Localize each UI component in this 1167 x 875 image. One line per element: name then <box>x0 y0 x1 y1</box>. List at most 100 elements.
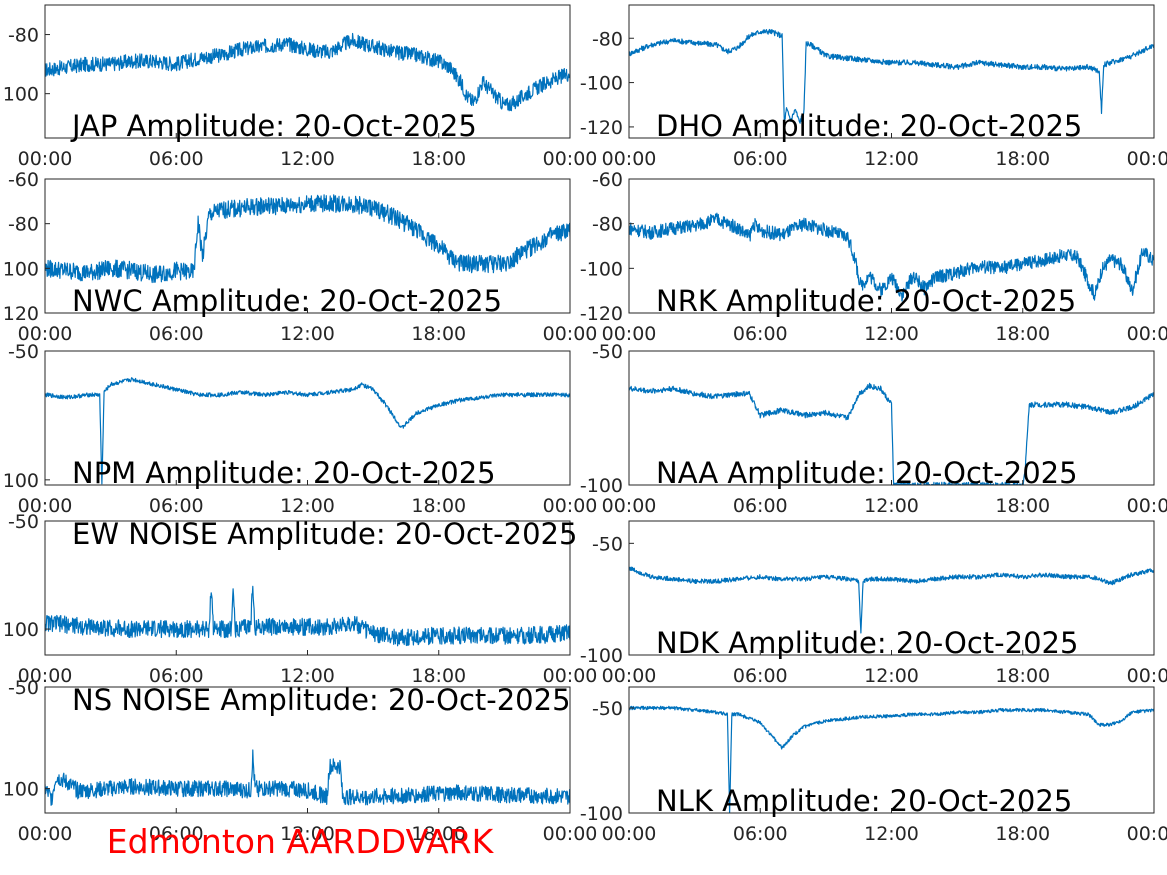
y-tick-label: -100 <box>580 258 623 280</box>
y-tick-label: -120 <box>580 303 623 325</box>
panel-title: NWC Amplitude: 20-Oct-2025 <box>72 284 502 318</box>
plot-frame <box>44 4 571 139</box>
plot-frame <box>628 686 1155 814</box>
y-tick-label: 100 <box>3 258 39 280</box>
panel-7: 00:00 06:00 12:00 18:00 00:00 -50 -100 NDK Ampl… <box>580 520 1167 687</box>
y-tick-label: 100 <box>3 779 39 801</box>
panel-0: 00:00 06:00 12:00 18:00 00:00 -80 100 JAP Ampli… <box>3 4 598 170</box>
series-line <box>45 585 570 647</box>
y-tick-label: 100 <box>3 470 39 492</box>
x-tick-label: 06:00 <box>149 148 204 170</box>
x-tick-label: 06:00 <box>149 823 204 845</box>
panel-title: EW NOISE Amplitude: 20-Oct-2025 <box>72 517 577 551</box>
x-tick-label: 06:00 <box>149 495 204 517</box>
x-tick-label: 06:00 <box>733 323 788 345</box>
y-tick-label: -100 <box>580 803 623 825</box>
x-tick-label: 00:00 <box>1127 665 1167 687</box>
x-tick-label: 00:00 <box>543 148 598 170</box>
x-tick-label: 00:00 <box>602 823 657 845</box>
panel-4: 00:00 06:00 12:00 18:00 00:00 -50 100 NPM Ampli… <box>3 341 598 517</box>
x-tick-label: 12:00 <box>280 148 335 170</box>
series-line <box>45 32 570 112</box>
x-tick-label: 00:00 <box>1127 823 1167 845</box>
x-tick-label: 06:00 <box>733 148 788 170</box>
x-tick-label: 00:00 <box>1127 495 1167 517</box>
x-tick-label: 00:00 <box>602 148 657 170</box>
y-tick-label: -50 <box>8 511 39 533</box>
y-tick-label: -80 <box>8 25 39 47</box>
panel-9: 00:00 06:00 12:00 18:00 00:00 -50 -100 NLK Ampl… <box>580 686 1167 845</box>
series-line <box>629 566 1154 634</box>
plot-frame <box>628 178 1155 314</box>
series-line <box>45 194 570 284</box>
x-tick-label: 00:00 <box>18 323 73 345</box>
panel-title: DHO Amplitude: 20-Oct-2025 <box>656 109 1082 143</box>
x-tick-label: 00:00 <box>18 823 73 845</box>
x-tick-label: 00:00 <box>543 823 598 845</box>
y-tick-label: -100 <box>580 645 623 667</box>
y-tick-label: -50 <box>8 341 39 363</box>
series-line <box>629 382 1154 485</box>
x-tick-label: 00:00 <box>602 665 657 687</box>
x-tick-label: 06:00 <box>149 665 204 687</box>
y-tick-label: -120 <box>580 117 623 139</box>
panel-5: 00:00 06:00 12:00 18:00 00:00 -50 -100 NAA Ampl… <box>580 341 1167 517</box>
x-tick-label: 12:00 <box>864 323 919 345</box>
x-tick-label: 12:00 <box>864 495 919 517</box>
x-tick-label: 18:00 <box>411 665 466 687</box>
x-tick-label: 00:00 <box>543 323 598 345</box>
y-tick-label: -50 <box>592 341 623 363</box>
x-tick-label: 18:00 <box>995 148 1050 170</box>
x-tick-label: 00:00 <box>1127 323 1167 345</box>
y-tick-label: 100 <box>3 84 39 106</box>
x-tick-label: 00:00 <box>1127 148 1167 170</box>
x-tick-label: 12:00 <box>280 323 335 345</box>
x-tick-label: 18:00 <box>411 323 466 345</box>
x-tick-label: 18:00 <box>411 823 466 845</box>
y-tick-label: -60 <box>592 169 623 191</box>
panel-3: 00:00 06:00 12:00 18:00 00:00 -60 -80 -100 -120 N… <box>580 169 1167 345</box>
x-tick-label: 00:00 <box>543 495 598 517</box>
x-tick-label: 00:00 <box>543 665 598 687</box>
x-tick-label: 00:00 <box>18 665 73 687</box>
series-line <box>45 377 570 485</box>
series-line <box>629 28 1154 124</box>
y-tick-label: 120 <box>3 303 39 325</box>
panel-title: NDK Amplitude: 20-Oct-2025 <box>656 626 1078 660</box>
x-tick-label: 18:00 <box>411 495 466 517</box>
panel-title: NRK Amplitude: 20-Oct-2025 <box>656 284 1076 318</box>
y-tick-label: -50 <box>592 533 623 555</box>
panel-title: NAA Amplitude: 20-Oct-2025 <box>656 456 1078 490</box>
y-tick-label: -50 <box>592 698 623 720</box>
y-tick-label: -80 <box>8 214 39 236</box>
y-tick-label: -100 <box>580 475 623 497</box>
panel-title: NPM Amplitude: 20-Oct-2025 <box>72 456 496 490</box>
panel-8: 00:00 06:00 12:00 18:00 00:00 -50 100 NS NOISE … <box>3 677 598 845</box>
y-tick-label: -60 <box>8 169 39 191</box>
panel-6: 00:00 06:00 12:00 18:00 00:00 -50 100 EW NOISE … <box>3 511 598 687</box>
plot-frame <box>628 520 1155 656</box>
panel-2: 00:00 06:00 12:00 18:00 00:00 -60 -80 100 120 NWC… <box>3 169 598 345</box>
panel-title: NLK Amplitude: 20-Oct-2025 <box>656 784 1072 818</box>
y-tick-label: -100 <box>580 73 623 95</box>
x-tick-label: 00:00 <box>602 495 657 517</box>
series-line <box>629 705 1154 813</box>
panel-title: JAP Amplitude: 20-Oct-2025 <box>70 109 477 143</box>
x-tick-label: 00:00 <box>18 148 73 170</box>
x-tick-label: 12:00 <box>280 665 335 687</box>
series-line <box>45 749 570 806</box>
x-tick-label: 12:00 <box>864 823 919 845</box>
x-tick-label: 12:00 <box>864 148 919 170</box>
panel-title: NS NOISE Amplitude: 20-Oct-2025 <box>72 683 571 717</box>
panel-1: 00:00 06:00 12:00 18:00 00:00 -80 -100 -120 DHO … <box>580 4 1167 170</box>
series-line <box>629 212 1154 302</box>
x-tick-label: 12:00 <box>280 823 335 845</box>
x-tick-label: 12:00 <box>280 495 335 517</box>
plot-frame <box>44 350 571 486</box>
x-tick-label: 06:00 <box>149 323 204 345</box>
x-tick-label: 18:00 <box>995 323 1050 345</box>
plot-grid: 00:00 06:00 12:00 18:00 00:00 -80 100 JAP Ampli… <box>3 4 1167 845</box>
y-tick-label: -50 <box>8 677 39 699</box>
y-tick-label: -80 <box>592 214 623 236</box>
